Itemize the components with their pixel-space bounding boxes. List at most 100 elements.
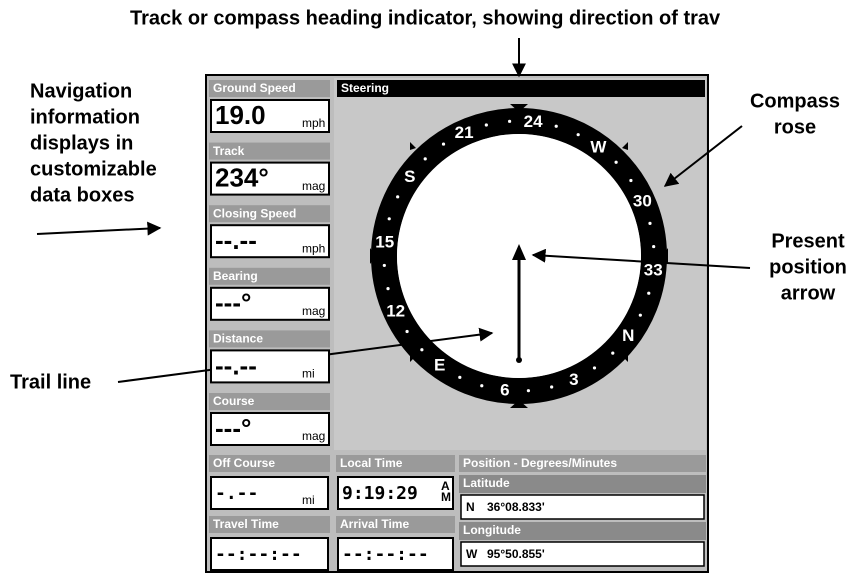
compass-dot (423, 157, 427, 161)
coord-value-bg (460, 541, 705, 567)
steering-header (337, 80, 705, 97)
box-value: --.-- (215, 225, 257, 255)
box-value: 19.0 (215, 100, 266, 130)
callout-text: customizable (30, 158, 157, 180)
box-label: Ground Speed (213, 81, 296, 95)
compass-dot (387, 217, 391, 221)
coord-value: 36°08.833' (487, 500, 545, 514)
compass-dot (629, 178, 633, 183)
compass-dot (614, 160, 618, 164)
compass-ring (371, 108, 667, 404)
compass-dot (647, 291, 651, 295)
box-label-bg (209, 330, 330, 348)
box-label: Travel Time (213, 517, 279, 531)
compass-dot (611, 351, 615, 355)
compass-dot (420, 348, 424, 352)
box-label: Local Time (340, 456, 403, 470)
box-label: Arrival Time (340, 517, 409, 531)
box-unit: mag (302, 304, 325, 318)
compass-dot (592, 366, 597, 370)
box-value-bg (337, 476, 454, 510)
box-unit: mi (302, 493, 315, 507)
compass-dot (441, 142, 446, 146)
am-pm: A (441, 479, 450, 493)
compass-label: 33 (644, 261, 663, 280)
compass-dot (526, 389, 531, 393)
box-value: --.-- (215, 350, 257, 380)
box-value-bg (210, 349, 330, 384)
box-unit: mi (302, 367, 315, 381)
coord-label: Latitude (463, 476, 510, 490)
compass-label: 30 (633, 192, 652, 211)
callout-text: Navigation (30, 80, 132, 102)
compass-dot (480, 384, 484, 388)
box-value: --:--:-- (215, 544, 302, 565)
box-unit: mph (302, 116, 325, 130)
callout-text: information (30, 106, 140, 128)
box-value: -.-- (215, 483, 258, 504)
compass-dot (550, 385, 554, 389)
compass-label: E (434, 356, 445, 375)
callout-arrow (531, 248, 751, 269)
compass-dot (638, 313, 642, 317)
box-label-bg (209, 516, 330, 533)
callout-arrow (36, 221, 162, 236)
coord-label: Longitude (463, 523, 521, 537)
compass-dot (405, 329, 409, 334)
callout-arrow (663, 125, 743, 187)
box-value: 234° (215, 162, 269, 192)
box-value-bg (210, 99, 330, 133)
box-unit: mag (302, 429, 325, 443)
position-header-bg (459, 455, 706, 472)
box-value-bg (210, 476, 329, 510)
box-value: ---° (215, 288, 251, 318)
callout-text: data boxes (30, 184, 134, 206)
box-label: Off Course (213, 456, 275, 470)
coord-value: 95°50.855' (487, 547, 545, 561)
box-unit: mph (302, 241, 325, 255)
compass-dot (507, 119, 512, 123)
box-label-bg (209, 267, 330, 285)
compass-dot (576, 133, 580, 137)
compass-dot (652, 244, 656, 249)
box-value-bg (210, 161, 330, 196)
compass-label: S (404, 167, 415, 186)
compass-label: 6 (500, 381, 509, 400)
compass-dot (396, 195, 400, 199)
compass-label: 3 (569, 370, 578, 389)
callout-text: Compass (750, 90, 840, 112)
box-label-bg (209, 80, 330, 97)
box-label-bg (336, 516, 455, 533)
compass-dot (386, 287, 390, 291)
compass-dot (484, 123, 488, 127)
compass-label: 15 (375, 232, 394, 251)
callout-text: Present (771, 230, 845, 252)
box-value: --:--:-- (342, 544, 429, 565)
coord-hemisphere: W (466, 547, 478, 561)
compass-dot (382, 263, 386, 268)
compass-dot (554, 124, 558, 128)
position-title: Position - Degrees/Minutes (463, 456, 617, 470)
steering-title: Steering (341, 81, 389, 95)
box-value-bg (210, 224, 330, 259)
coord-hemisphere: N (466, 500, 475, 514)
trail-callout: Trail line (10, 371, 91, 393)
box-value-bg (210, 286, 330, 321)
callout-text: position (769, 256, 847, 278)
box-label-bg (209, 142, 330, 160)
box-label: Closing Speed (213, 206, 296, 220)
box-label-bg (209, 205, 330, 223)
box-value: ---° (215, 413, 251, 443)
heading-callout: Track or compass heading indicator, show… (130, 7, 721, 29)
box-value-bg (210, 537, 329, 571)
compass-label: 24 (524, 112, 543, 131)
box-label: Course (213, 394, 255, 408)
position-arrow (512, 244, 526, 260)
compass-label: N (622, 326, 634, 345)
compass-dot (458, 375, 462, 379)
callout-text: displays in (30, 132, 133, 154)
trail-start (516, 357, 522, 363)
box-value-bg (210, 412, 330, 446)
coord-label-bg (459, 475, 706, 493)
